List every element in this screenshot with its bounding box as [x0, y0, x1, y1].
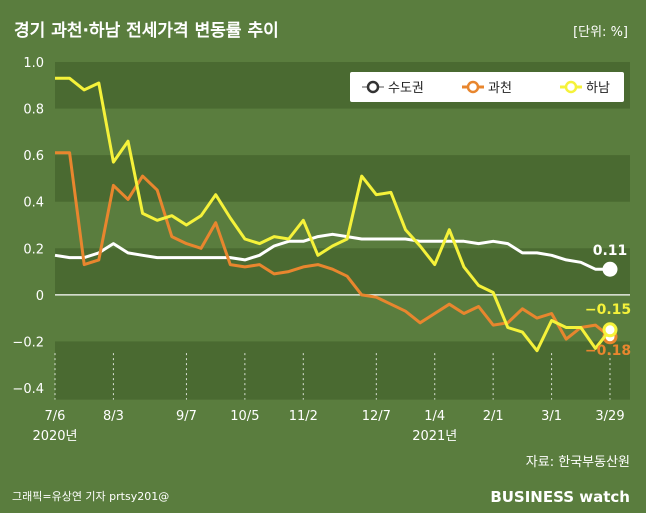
grid-band — [55, 155, 630, 202]
series-line-1 — [55, 151, 611, 341]
y-tick-label: 0.6 — [23, 149, 44, 164]
grid-band — [55, 341, 630, 388]
legend-box — [350, 72, 624, 102]
end-value-label: −0.18 — [585, 343, 631, 359]
unit-label: [단위: %] — [573, 25, 628, 40]
y-tick-label: 1.0 — [23, 56, 44, 71]
x-tick-label: 7/6 — [45, 409, 66, 424]
x-tick-label: 3/29 — [595, 409, 624, 424]
x-tick-label: 9/7 — [176, 409, 197, 424]
y-tick-label: 0.4 — [23, 196, 44, 211]
x-tick-label: 1/4 — [424, 409, 445, 424]
y-tick-label: 0.8 — [23, 103, 44, 118]
legend: 수도권 과천 하남 — [350, 72, 624, 102]
legend-items: 수도권 과천 하남 — [362, 80, 610, 96]
end-point-2 — [602, 322, 618, 338]
end-labels: 0.11 −0.18 −0.15 — [585, 243, 631, 359]
background-bands — [55, 62, 630, 400]
x-tick-sublabel: 2021년 — [412, 429, 457, 444]
legend-label: 과천 — [488, 81, 512, 96]
logo: BUSINESS watch — [490, 488, 630, 506]
y-tick-label: 0.2 — [23, 242, 44, 257]
legend-label: 수도권 — [388, 81, 424, 96]
legend-marker — [564, 80, 578, 94]
credit-label: 그래픽=유상연 기자 prtsy201@ — [12, 490, 169, 503]
legend-label: 하남 — [586, 81, 610, 96]
end-value-label: 0.11 — [593, 243, 628, 259]
legend-marker — [466, 80, 480, 94]
y-tick-label: −0.2 — [12, 335, 44, 350]
end-point-0 — [602, 261, 618, 277]
x-tick-label: 12/7 — [362, 409, 391, 424]
series-line-2 — [55, 76, 612, 353]
legend-marker — [366, 80, 380, 94]
chart-title: 경기 과천·하남 전세가격 변동률 추이 — [14, 21, 279, 41]
source-label: 자료: 한국부동산원 — [526, 455, 630, 470]
x-tick-label: 11/2 — [289, 409, 318, 424]
y-tick-label: 0 — [36, 289, 44, 304]
x-tick-label: 3/1 — [541, 409, 562, 424]
series-lines — [54, 76, 618, 353]
series-line-0 — [54, 232, 610, 271]
y-tick-label: −0.4 — [12, 382, 44, 397]
x-tick-sublabel: 2020년 — [32, 429, 77, 444]
x-tick-label: 10/5 — [230, 409, 259, 424]
y-axis-ticks: 1.0 0.8 0.6 0.4 0.2 0 −0.2 −0.4 — [12, 56, 44, 397]
grid-band — [55, 388, 630, 400]
x-tick-label: 2/1 — [483, 409, 504, 424]
x-axis-ticks: 7/6 2020년 8/3 9/7 10/5 11/2 12/7 1/4 2021년 2/1 3/1… — [32, 353, 625, 444]
x-tick-label: 8/3 — [103, 409, 124, 424]
end-value-label: −0.15 — [585, 302, 631, 318]
